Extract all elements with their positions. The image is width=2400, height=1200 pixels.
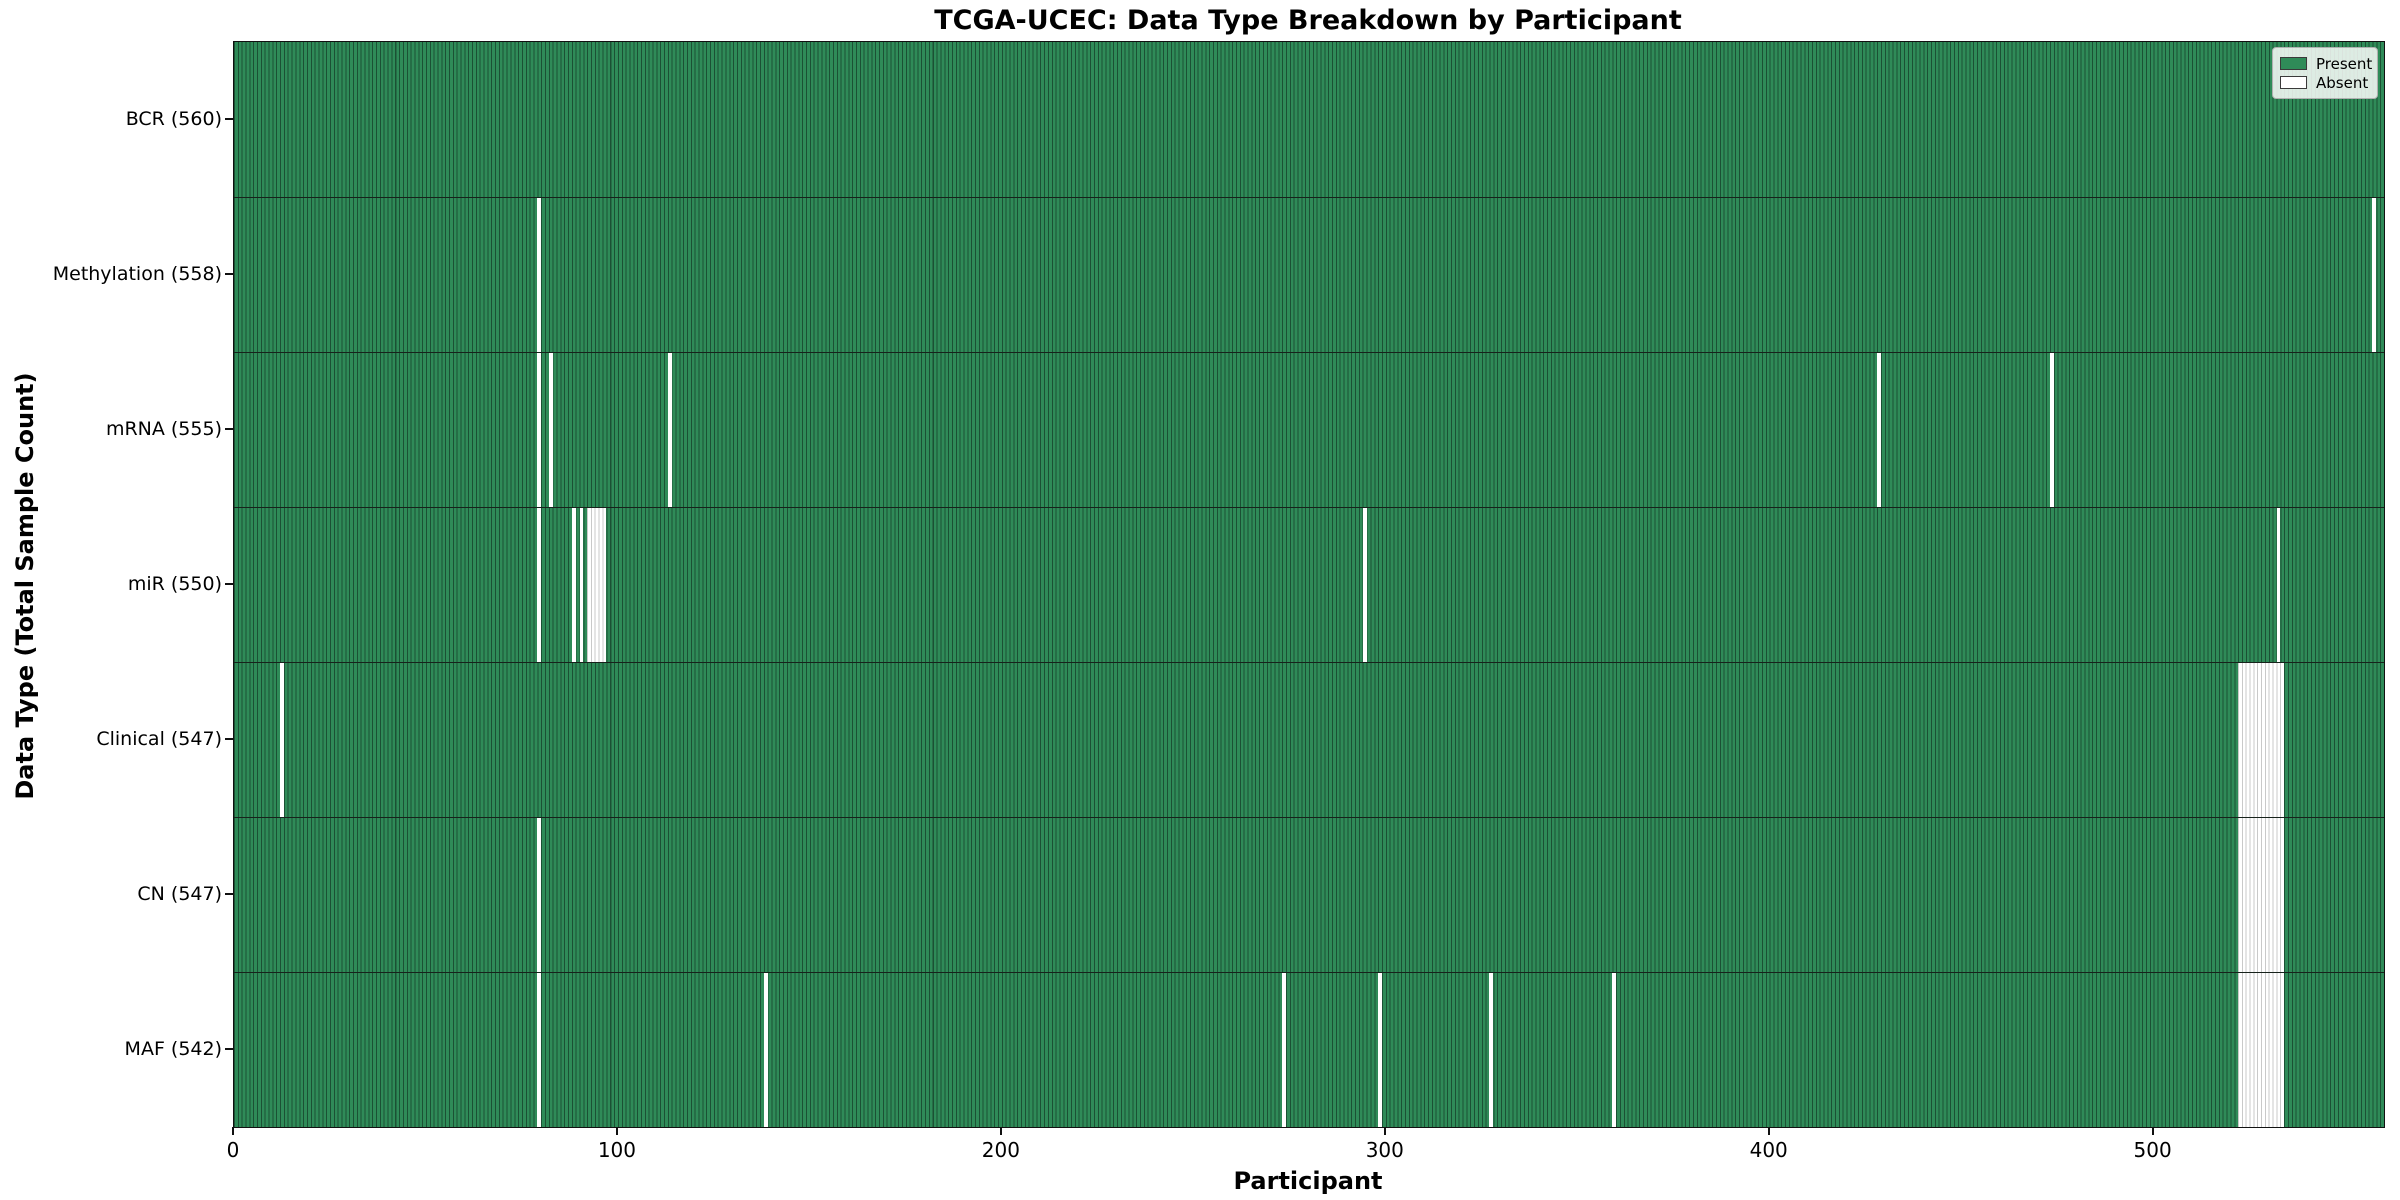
y-tick-mark [225,427,233,430]
x-tick-label-200: 200 [981,1138,1020,1162]
y-tick-label-mRNA: mRNA (555) [105,417,222,440]
absent-gap [2049,353,2054,507]
absent-gap [587,508,607,662]
y-tick-mark [225,737,233,740]
x-tick-label-0: 0 [226,1138,240,1162]
absent-gap [2238,818,2285,972]
absent-gap [1489,973,1494,1127]
row-mRNA [234,352,2384,507]
x-tick-mark [2151,1127,2154,1135]
absent-gap [537,508,542,662]
legend-entry-absent: Absent [2280,73,2369,92]
absent-gap [2238,663,2285,817]
legend-entry-present: Present [2280,54,2373,73]
absent-gap [2276,508,2281,662]
row-BCR [234,42,2384,197]
absent-gap [1378,973,1382,1127]
y-tick-label-miR: miR (550) [127,572,222,595]
plot-area [233,41,2385,1128]
y-tick-label-BCR: BCR (560) [125,107,222,130]
absent-gap [537,353,542,507]
legend-present-label: Present [2316,54,2373,73]
absent-gap [280,663,284,817]
absent-gap [537,973,542,1127]
absent-gap [667,353,672,507]
absent-gap [2238,973,2285,1127]
chart-title: TCGA-UCEC: Data Type Breakdown by Partic… [934,5,1682,36]
row-MAF [234,972,2384,1127]
x-axis-label: Participant [1233,1167,1383,1195]
x-tick-label-500: 500 [2133,1138,2172,1162]
absent-swatch-icon [2280,76,2307,89]
absent-gap [763,973,768,1127]
absent-gap [1362,508,1367,662]
x-tick-mark [999,1127,1002,1135]
y-tick-mark [225,117,233,120]
row-CN [234,817,2384,972]
absent-gap [537,818,542,972]
legend-absent-label: Absent [2316,73,2369,92]
x-tick-label-400: 400 [1749,1138,1788,1162]
absent-gap [2372,198,2377,352]
x-tick-mark [1767,1127,1770,1135]
absent-gap [1877,353,1882,507]
y-tick-label-Clinical: Clinical (547) [96,727,222,750]
row-Clinical [234,662,2384,817]
x-tick-mark [615,1127,618,1135]
y-tick-mark [225,892,233,895]
y-tick-mark [225,1047,233,1050]
legend: Present Absent [2272,47,2378,99]
absent-gap [537,198,542,352]
absent-gap [1612,973,1617,1127]
absent-gap [579,508,584,662]
absent-gap [548,353,553,507]
x-tick-mark [1383,1127,1386,1135]
y-tick-mark [225,272,233,275]
present-swatch-icon [2280,57,2307,70]
x-tick-mark [232,1127,234,1135]
y-tick-label-Methylation: Methylation (558) [52,262,222,285]
y-tick-label-CN: CN (547) [137,882,222,905]
y-tick-mark [225,582,233,585]
row-miR [234,507,2384,662]
absent-gap [1282,973,1286,1127]
y-tick-label-MAF: MAF (542) [124,1037,222,1060]
absent-gap [571,508,576,662]
x-tick-label-300: 300 [1365,1138,1404,1162]
x-tick-label-100: 100 [597,1138,637,1162]
row-Methylation [234,197,2384,352]
